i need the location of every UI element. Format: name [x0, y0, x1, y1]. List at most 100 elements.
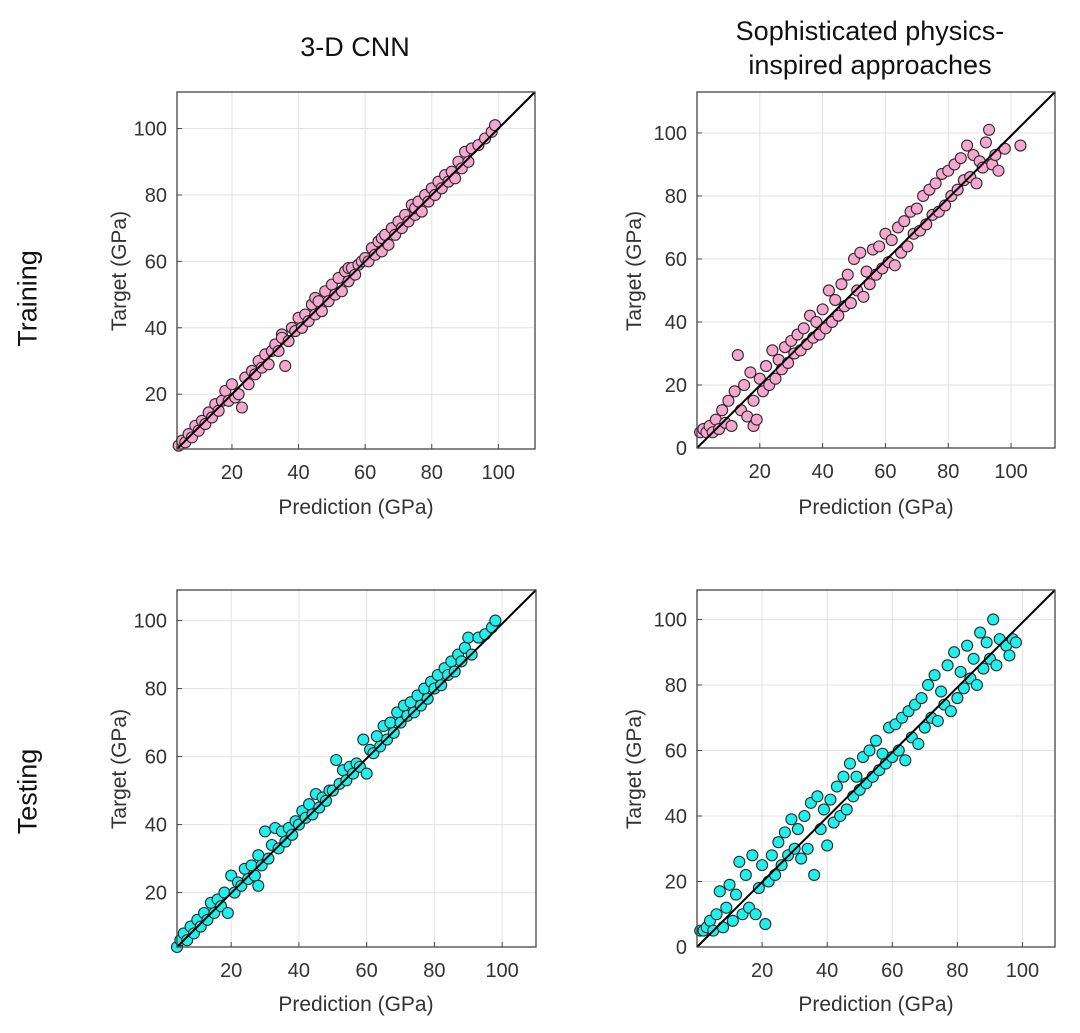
data-point: [901, 240, 914, 253]
data-point: [850, 770, 863, 783]
y-tick-label: 40: [665, 312, 687, 334]
axes-frame: [696, 589, 1056, 948]
data-point: [769, 372, 782, 385]
data-point: [935, 685, 948, 698]
data-point: [816, 303, 829, 316]
data-point: [822, 284, 835, 297]
x-tick-label: 20: [220, 960, 242, 982]
data-point: [723, 878, 736, 891]
data-point: [821, 839, 834, 852]
data-point: [888, 259, 901, 272]
column-title-cnn: 3-D CNN: [300, 32, 410, 62]
y-tick-label: 80: [665, 675, 687, 697]
y-tick-label: 40: [145, 318, 167, 340]
axes-frame: [696, 91, 1056, 449]
y-tick-label: 100: [654, 609, 687, 631]
data-point: [752, 881, 765, 895]
y-tick-label: 100: [134, 611, 167, 633]
y-tick-label: 80: [145, 185, 167, 207]
data-point: [954, 665, 967, 678]
data-point: [716, 404, 729, 417]
data-point: [760, 360, 773, 373]
scatter-panel-1: 20 40 60 80 100 0 20 40 60 80 100: [654, 91, 1056, 483]
data-point: [749, 908, 762, 921]
data-point: [863, 278, 876, 291]
data-point: [961, 139, 974, 152]
data-point: [259, 825, 272, 838]
data-point: [835, 278, 848, 291]
data-point: [738, 378, 751, 392]
data-point: [898, 215, 911, 228]
data-point: [797, 322, 810, 335]
data-point: [1014, 139, 1027, 152]
y-tick-label: 60: [665, 249, 687, 271]
x-tick-label: 40: [287, 462, 309, 484]
y-tick-label: 40: [665, 806, 687, 828]
data-point: [713, 885, 726, 898]
scatter-panel-3: 20 40 60 80 100 0 20 40 60 80 100: [654, 589, 1056, 982]
identity-line: [176, 589, 537, 948]
y-tick-label: 60: [145, 251, 167, 273]
data-point: [720, 901, 733, 914]
x-tick-label: 60: [356, 960, 378, 982]
data-point: [272, 344, 285, 358]
x-tick-label: 100: [994, 461, 1027, 483]
y-tick-label: 20: [665, 871, 687, 893]
x-tick-label: 80: [421, 462, 443, 484]
data-point: [772, 836, 785, 849]
data-point: [824, 793, 837, 806]
data-point: [915, 692, 928, 705]
data-point: [992, 164, 1005, 177]
data-point: [910, 202, 923, 215]
y-tick-label: 100: [654, 123, 687, 145]
data-point: [769, 868, 782, 881]
data-point: [885, 234, 898, 247]
data-point: [775, 859, 788, 872]
data-point: [814, 823, 827, 836]
x-tick-label: 20: [749, 461, 771, 483]
data-point: [319, 794, 333, 807]
data-point: [710, 908, 723, 921]
data-point: [262, 852, 275, 865]
data-point: [733, 855, 746, 868]
data-point: [941, 659, 954, 672]
data-point: [778, 826, 791, 839]
x-axis-label-tr: Prediction (GPa): [798, 496, 954, 519]
data-point: [844, 297, 857, 310]
data-point: [944, 705, 957, 718]
data-point: [983, 123, 996, 136]
x-tick-label: 60: [881, 960, 903, 982]
data-point: [990, 659, 1003, 672]
data-point: [967, 652, 980, 665]
x-tick-label: 100: [1006, 960, 1039, 982]
y-tick-label: 80: [145, 679, 167, 701]
data-point: [837, 770, 850, 783]
data-point: [248, 869, 261, 882]
data-point: [873, 240, 886, 253]
data-point: [974, 626, 987, 639]
data-point: [1009, 636, 1022, 649]
x-tick-label: 60: [874, 461, 896, 483]
x-tick-label: 80: [937, 461, 959, 483]
data-point: [765, 849, 778, 862]
data-point: [854, 246, 867, 259]
data-point: [384, 716, 397, 729]
data-point: [360, 767, 373, 780]
data-point: [918, 721, 931, 734]
data-point: [830, 780, 843, 793]
data-point: [725, 419, 738, 432]
identity-line: [696, 91, 1056, 449]
data-point: [922, 678, 935, 692]
data-point: [798, 809, 811, 823]
y-tick-label: 100: [134, 119, 167, 141]
data-point: [279, 359, 292, 373]
data-point: [954, 152, 967, 165]
y-tick-label: 0: [676, 937, 687, 959]
data-point: [912, 737, 925, 750]
y-tick-label: 20: [665, 375, 687, 397]
data-point: [843, 757, 857, 770]
x-axis-label-br: Prediction (GPa): [798, 993, 954, 1016]
data-point: [462, 631, 475, 644]
data-point: [1003, 649, 1016, 662]
data-point: [989, 148, 1002, 162]
